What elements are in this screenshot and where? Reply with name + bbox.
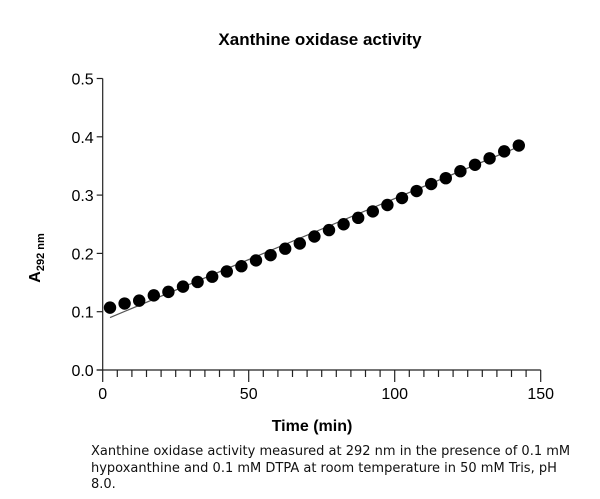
data-point <box>410 184 423 198</box>
data-point <box>454 164 467 178</box>
data-point <box>103 301 117 314</box>
data-point <box>133 294 146 307</box>
x-tick-label: 0 <box>98 386 107 403</box>
x-tick-label: 100 <box>381 386 408 403</box>
data-point <box>308 230 321 243</box>
data-point <box>381 198 394 212</box>
data-point <box>264 248 277 262</box>
y-axis-label-subscript: 292 nm <box>35 233 47 271</box>
y-tick-label: 0.2 <box>71 246 93 263</box>
data-point <box>162 285 175 299</box>
data-point <box>395 191 409 205</box>
data-point <box>366 205 379 218</box>
y-axis-label: A292 nm <box>27 233 47 283</box>
y-tick-label: 0.3 <box>71 188 93 205</box>
data-point <box>352 211 365 225</box>
data-point <box>498 145 511 158</box>
data-point <box>249 254 263 267</box>
x-tick-label: 50 <box>240 386 258 403</box>
data-point <box>512 139 525 152</box>
data-point <box>191 275 204 289</box>
chart-title: Xanthine oxidase activity <box>218 30 422 49</box>
x-tick-label: 150 <box>527 386 554 403</box>
x-axis-label: Time (min) <box>272 418 353 435</box>
data-point <box>425 177 438 191</box>
data-point <box>322 223 336 237</box>
data-point <box>118 297 131 310</box>
y-tick-label: 0.4 <box>71 130 93 147</box>
data-point <box>439 171 452 185</box>
data-point <box>235 260 248 273</box>
figure-caption: Xanthine oxidase activity measured at 29… <box>91 444 571 492</box>
data-point <box>279 242 292 255</box>
data-point <box>483 152 496 165</box>
data-point <box>293 237 306 250</box>
data-point <box>206 270 219 283</box>
data-point <box>468 158 482 171</box>
y-tick-label: 0.1 <box>71 305 93 322</box>
data-point <box>176 280 190 293</box>
y-tick-label: 0.5 <box>71 72 93 89</box>
data-point <box>337 218 350 231</box>
y-axis-label-main: A <box>27 271 44 283</box>
chart: Xanthine oxidase activity Time (min) A29… <box>27 30 554 435</box>
data-point <box>147 289 160 302</box>
data-point <box>220 265 233 278</box>
y-tick-label: 0.0 <box>71 363 93 380</box>
